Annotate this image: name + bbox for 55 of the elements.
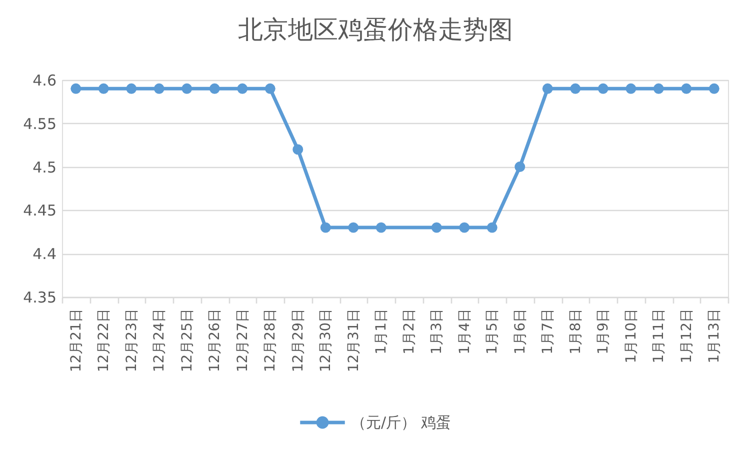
- x-tick-label: 1月7日: [540, 308, 556, 354]
- point: [209, 83, 220, 94]
- legend-label: （元/斤） 鸡蛋: [351, 414, 451, 432]
- x-tick-label: 12月22日: [96, 308, 112, 372]
- point: [348, 222, 359, 233]
- point: [431, 222, 442, 233]
- x-tick-label: 12月23日: [124, 308, 140, 372]
- x-tick-label: 1月9日: [596, 308, 612, 354]
- x-tick-label: 12月25日: [179, 308, 196, 372]
- point: [626, 83, 636, 94]
- y-tick-label: 4.5: [32, 158, 56, 176]
- x-tick-label: 1月3日: [429, 308, 446, 354]
- point: [154, 83, 164, 94]
- y-tick-label: 4.6: [32, 72, 56, 90]
- x-tick-label: 12月26日: [207, 308, 224, 372]
- point: [459, 222, 470, 233]
- x-tick-label: 1月11日: [651, 308, 668, 364]
- x-tick-label: 1月4日: [456, 308, 473, 354]
- x-tick-label: 1月8日: [568, 308, 584, 354]
- point: [681, 83, 692, 94]
- point: [98, 83, 109, 94]
- x-tick-label: 1月2日: [401, 308, 418, 354]
- point: [237, 83, 248, 94]
- point: [514, 162, 526, 172]
- x-tick-label: 1月1日: [374, 308, 390, 354]
- x-tick-label: 1月5日: [484, 308, 501, 354]
- x-tick-label: 12月28日: [262, 308, 279, 372]
- point: [320, 222, 331, 233]
- x-tick-label: 12月24日: [152, 308, 168, 372]
- point: [264, 83, 276, 94]
- y-tick-label: 4.35: [23, 288, 56, 306]
- x-tick-label: 1月12日: [678, 308, 695, 364]
- x-tick-label: 1月6日: [512, 308, 528, 354]
- x-tick-label: 12月27日: [234, 308, 251, 372]
- point: [653, 83, 664, 94]
- y-tick-label: 4.55: [23, 114, 56, 133]
- point: [376, 222, 386, 233]
- x-tick-label: 12月29日: [290, 308, 306, 372]
- point: [708, 83, 720, 94]
- x-tick-label: 1月10日: [623, 308, 640, 364]
- x-tick-label: 12月30日: [318, 308, 334, 372]
- point: [570, 83, 581, 94]
- point: [542, 83, 553, 94]
- point: [182, 83, 192, 94]
- x-tick-label: 1月13日: [706, 308, 723, 364]
- x-tick-label: 12月21日: [68, 308, 84, 372]
- point: [70, 83, 82, 94]
- point: [598, 83, 608, 94]
- x-tick-label: 12月31日: [346, 308, 362, 372]
- y-tick-label: 4.4: [32, 245, 56, 264]
- point: [486, 222, 498, 233]
- point: [126, 83, 137, 94]
- y-tick-label: 4.45: [23, 202, 56, 220]
- point: [292, 144, 304, 155]
- chart-title: 北京地区鸡蛋价格走势图: [238, 15, 514, 44]
